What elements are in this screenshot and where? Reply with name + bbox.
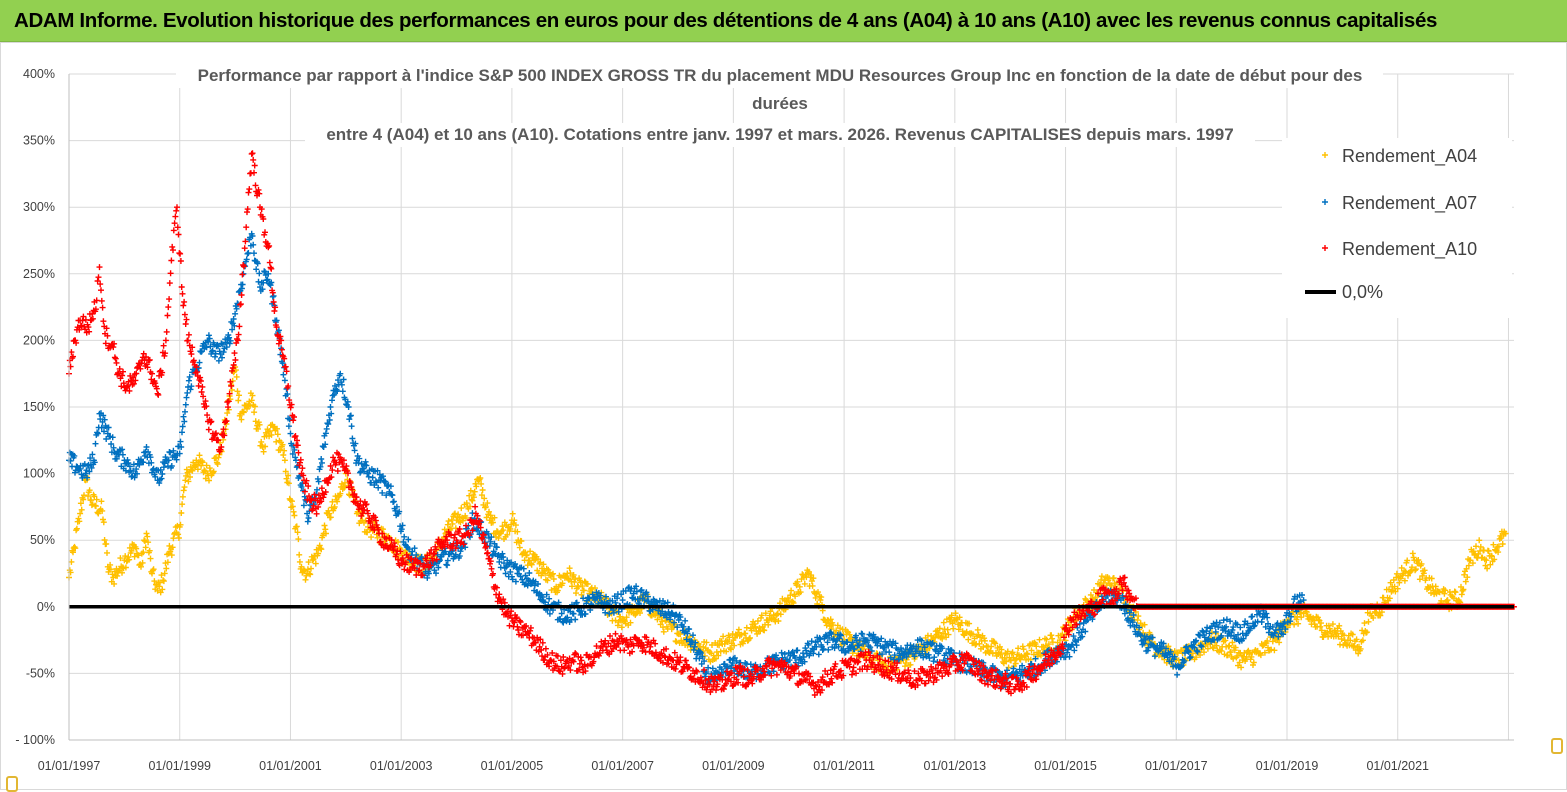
header-bar: ADAM Informe. Evolution historique des p…	[0, 0, 1567, 42]
scatter-chart: Performance par rapport à l'indice S&P 5…	[0, 42, 1567, 790]
page-title: ADAM Informe. Evolution historique des p…	[14, 0, 1437, 41]
